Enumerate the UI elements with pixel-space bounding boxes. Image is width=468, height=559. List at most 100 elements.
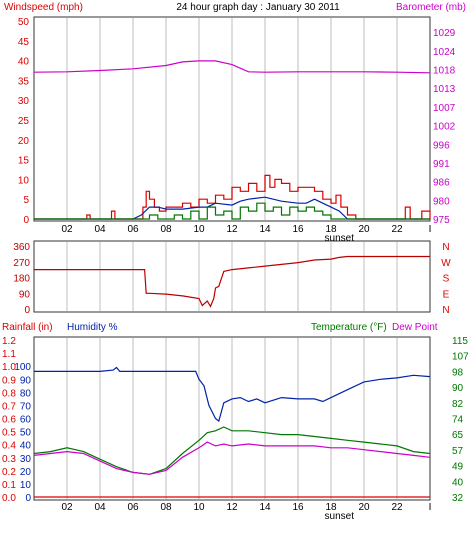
- x-tick-label-p1: 20: [358, 224, 370, 235]
- x-tick-label-p3: 02: [61, 502, 73, 513]
- direction-compass-tick: N: [442, 305, 449, 316]
- dewpoint-line: [33, 441, 431, 475]
- x-tick-label-p3: 10: [193, 502, 205, 513]
- rain-y-tick: 0.7: [2, 401, 16, 412]
- barometer-y-tick: 986: [433, 178, 450, 189]
- direction-y-tick: 0: [24, 305, 30, 316]
- barometer-y-tick: 996: [433, 140, 450, 151]
- wind-y-tick: 15: [18, 156, 30, 167]
- temperature-y-tick: 57: [452, 446, 464, 457]
- sunset-label-p1: sunset: [325, 233, 355, 244]
- rain-y-tick: 1.0: [2, 362, 16, 373]
- humidity-y-tick: 40: [20, 441, 32, 452]
- x-tick-label-p3: 14: [259, 502, 271, 513]
- chart-title: 24 hour graph day : January 30 2011: [176, 2, 340, 13]
- wind-direction-line: [34, 255, 430, 308]
- x-tick-label-p3: I: [429, 502, 432, 513]
- sunset-label-p3: sunset: [325, 511, 355, 522]
- x-tick-label-p3: 22: [391, 502, 403, 513]
- humidity-y-tick: 20: [20, 467, 32, 478]
- rain-y-tick: 0.3: [2, 454, 16, 465]
- x-tick-label-p3: 18: [325, 502, 337, 513]
- wind-gust-line: [34, 174, 431, 220]
- humidity-y-tick: 0: [25, 493, 31, 504]
- humidity-y-tick: 80: [20, 388, 32, 399]
- wind-y-tick: 45: [18, 37, 30, 48]
- barometer-y-tick: 991: [433, 159, 450, 170]
- dewpoint-axis-label: Dew Point: [392, 322, 438, 333]
- x-tick-label-p3: 16: [292, 502, 304, 513]
- barometer-y-tick: 980: [433, 196, 450, 207]
- x-tick-label-p1: 18: [325, 224, 337, 235]
- x-tick-label-p1: 16: [292, 224, 304, 235]
- barometer-y-tick: 1002: [433, 122, 456, 133]
- wind-y-tick: 35: [18, 76, 30, 87]
- wind-y-tick: 20: [18, 136, 30, 147]
- x-tick-label-p1: I: [429, 224, 432, 235]
- rainfall-axis-label: Rainfall (in): [2, 322, 53, 333]
- wind-min-line: [34, 202, 430, 220]
- wind-y-tick: 5: [23, 195, 29, 206]
- wind-y-tick: 10: [18, 175, 30, 186]
- temperature-line: [33, 426, 431, 475]
- humidity-y-tick: 30: [20, 454, 32, 465]
- rain-y-tick: 0.2: [2, 467, 16, 478]
- barometer-y-tick: 1029: [433, 28, 456, 39]
- x-tick-label-p3: 04: [94, 502, 106, 513]
- temperature-y-tick: 49: [452, 462, 464, 473]
- temperature-y-tick: 32: [452, 493, 464, 504]
- humidity-y-tick: 90: [20, 375, 32, 386]
- temperature-axis-label: Temperature (°F): [311, 322, 387, 333]
- direction-compass-tick: S: [443, 274, 450, 285]
- temperature-y-tick: 115: [452, 336, 468, 347]
- wind-y-tick: 30: [18, 96, 30, 107]
- rain-y-tick: 0.5: [2, 428, 16, 439]
- barometer-y-tick: 975: [433, 215, 450, 226]
- direction-compass-tick: E: [443, 289, 450, 300]
- rain-y-tick: 1.1: [2, 349, 16, 360]
- rain-y-tick: 0.9: [2, 375, 16, 386]
- direction-y-tick: 90: [19, 289, 31, 300]
- humidity-line: [34, 366, 431, 423]
- temperature-y-tick: 74: [452, 415, 464, 426]
- wind-y-tick: 50: [18, 17, 30, 28]
- barometer-y-tick: 1007: [433, 103, 456, 114]
- temperature-y-tick: 82: [452, 399, 464, 410]
- rain-y-tick: 1.2: [2, 336, 16, 347]
- x-tick-label-p3: 06: [127, 502, 139, 513]
- x-tick-label-p1: 12: [226, 224, 238, 235]
- windspeed-axis-label: Windspeed (mph): [4, 2, 83, 13]
- temperature-y-tick: 40: [452, 477, 464, 488]
- rain-y-tick: 0.1: [2, 480, 16, 491]
- barometer-axis-label: Barometer (mb): [396, 2, 466, 13]
- rain-y-tick: 0.0: [2, 493, 16, 504]
- direction-y-tick: 270: [13, 258, 30, 269]
- x-tick-label-p3: 20: [358, 502, 370, 513]
- x-tick-label-p1: 08: [160, 224, 172, 235]
- x-tick-label-p1: 22: [391, 224, 403, 235]
- rain-y-tick: 0.8: [2, 388, 16, 399]
- direction-y-tick: 180: [13, 274, 30, 285]
- humidity-y-tick: 100: [14, 362, 31, 373]
- direction-compass-tick: N: [442, 242, 449, 253]
- x-tick-label-p1: 06: [127, 224, 139, 235]
- x-tick-label-p1: 10: [193, 224, 205, 235]
- direction-y-tick: 360: [13, 242, 30, 253]
- humidity-y-tick: 50: [20, 428, 32, 439]
- humidity-axis-label: Humidity %: [67, 322, 118, 333]
- humidity-y-tick: 70: [20, 401, 32, 412]
- barometer-y-tick: 1013: [433, 84, 456, 95]
- x-tick-label-p1: 04: [94, 224, 106, 235]
- wind-y-tick: 0: [23, 215, 29, 226]
- barometer-y-tick: 1024: [433, 47, 456, 58]
- barometer-line: [33, 60, 431, 74]
- wind-avg-line: [34, 196, 430, 220]
- x-tick-label-p1: 14: [259, 224, 271, 235]
- x-tick-label-p3: 12: [226, 502, 238, 513]
- humidity-y-tick: 60: [20, 415, 32, 426]
- x-tick-label-p3: 08: [160, 502, 172, 513]
- wind-y-tick: 40: [18, 57, 30, 68]
- temperature-y-tick: 90: [452, 383, 464, 394]
